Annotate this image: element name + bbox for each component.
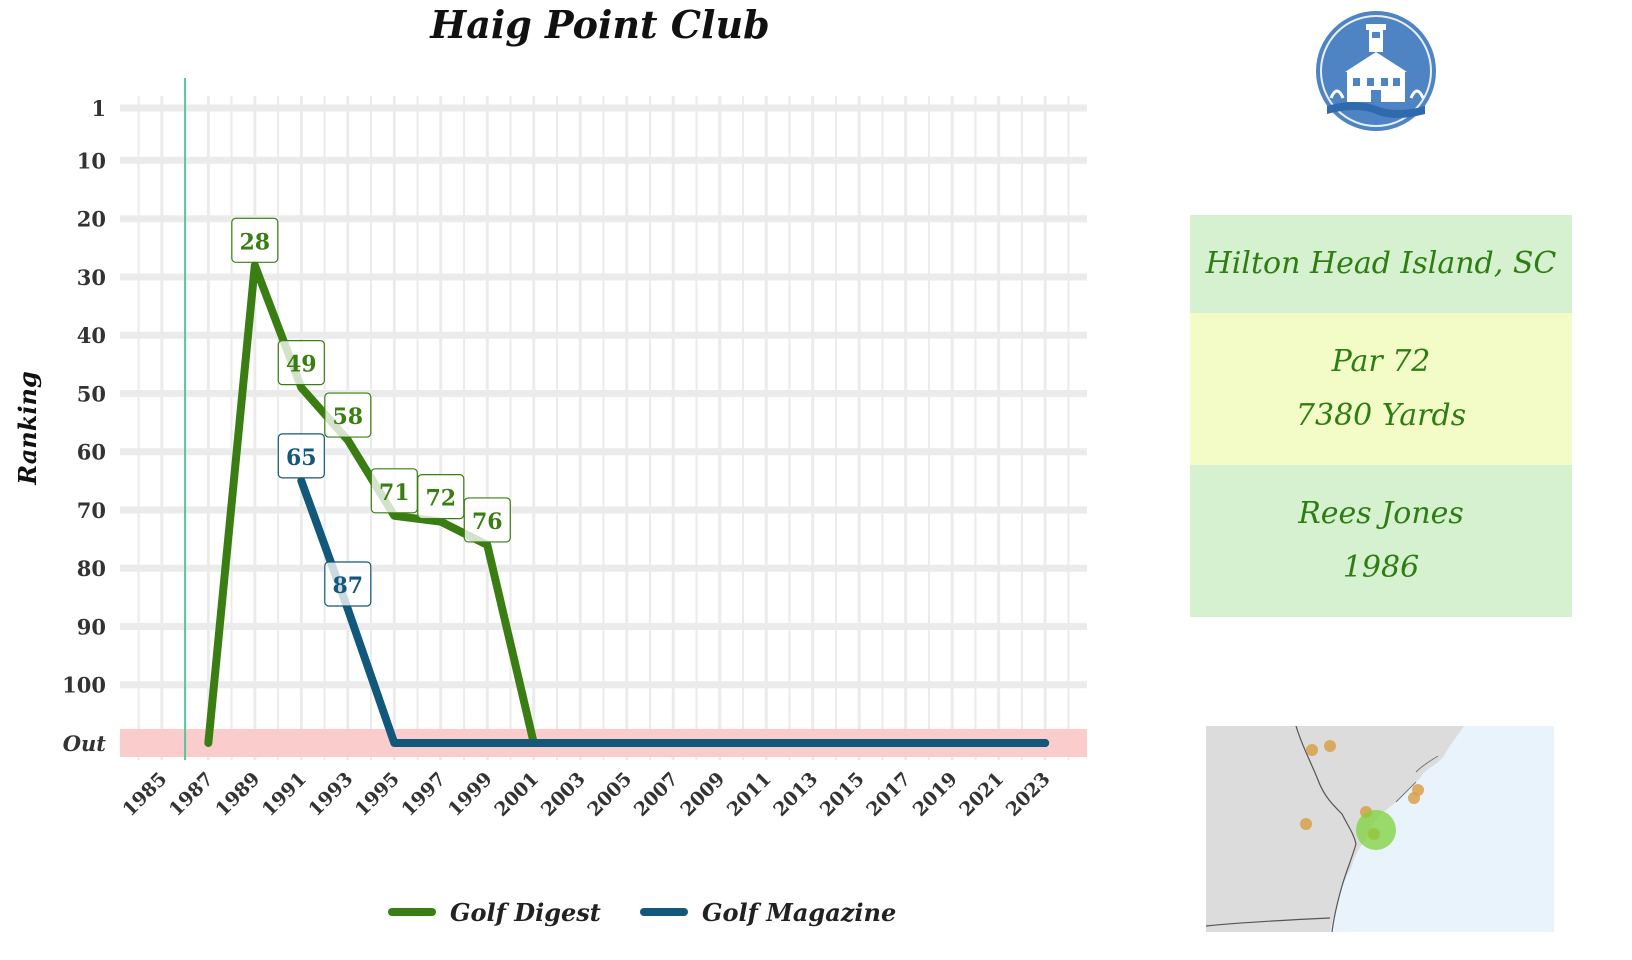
x-tick-label: 1993 — [304, 768, 357, 821]
data-label: 58 — [332, 404, 363, 430]
architect-text: Rees Jones — [1298, 496, 1464, 531]
data-label-box — [231, 217, 279, 263]
x-tick-label: 2023 — [1002, 768, 1055, 821]
y-tick-label: 80 — [77, 556, 106, 581]
course-info-panel: Hilton Head Island, SC Par 72 7380 Yards… — [1190, 215, 1572, 617]
data-label-box — [277, 433, 325, 479]
y-tick-label: 1 — [91, 96, 106, 121]
y-tick-label: 40 — [77, 323, 106, 348]
y-axis-title: Ranking — [13, 371, 42, 485]
x-tick-label: 1989 — [211, 768, 264, 821]
y-tick-label: 10 — [77, 148, 106, 173]
x-tick-label: 1987 — [165, 768, 218, 821]
x-tick-label: 2017 — [862, 768, 915, 821]
ranking-chart: Ranking 28 49 58 71 72 76 65 87 1 10 20 30 40 50 60 70… — [13, 78, 1087, 927]
data-label: 49 — [286, 352, 317, 378]
x-tick-label: 2001 — [490, 768, 543, 821]
x-tick-label: 2011 — [723, 768, 776, 821]
x-tick-label: 2021 — [955, 768, 1008, 821]
y-tick-label: 90 — [77, 614, 106, 639]
legend-label: Golf Digest — [450, 898, 601, 927]
y-tick-label: 50 — [77, 381, 106, 406]
architect-box: Rees Jones 1986 — [1190, 465, 1572, 617]
yardage-text: 7380 Yards — [1295, 398, 1467, 433]
data-label: 87 — [332, 573, 363, 599]
y-tick-label: 20 — [77, 207, 106, 232]
y-tick-label: 70 — [77, 498, 106, 523]
course-stats-box: Par 72 7380 Yards — [1190, 313, 1572, 465]
x-tick-label: 2009 — [676, 768, 729, 821]
par-text: Par 72 — [1331, 344, 1431, 379]
data-label: 71 — [379, 480, 410, 506]
x-tick-label: 2015 — [816, 768, 869, 821]
legend-label: Golf Magazine — [702, 898, 896, 927]
data-label: 28 — [240, 229, 271, 255]
x-tick-label: 2003 — [537, 768, 590, 821]
club-logo-icon — [1316, 11, 1436, 131]
y-tick-label: Out — [63, 731, 107, 756]
location-text: Hilton Head Island, SC — [1205, 246, 1557, 281]
data-label-box — [277, 340, 325, 386]
x-tick-label: 2019 — [909, 768, 962, 821]
data-label-box — [463, 497, 511, 543]
data-label: 76 — [472, 509, 503, 535]
location-map-icon — [1206, 726, 1554, 932]
x-tick-label: 2013 — [769, 768, 822, 821]
data-label-box — [324, 561, 372, 607]
x-tick-label: 1999 — [444, 768, 497, 821]
data-label-box — [324, 392, 372, 438]
year-text: 1986 — [1342, 550, 1420, 585]
x-tick-label: 2007 — [630, 768, 683, 821]
data-label-box — [417, 474, 465, 520]
series-line-golf-magazine — [297, 476, 1050, 747]
x-tick-label: 1997 — [397, 768, 450, 821]
location-box: Hilton Head Island, SC — [1190, 215, 1572, 313]
x-tick-label: 2005 — [583, 768, 636, 821]
data-label: 72 — [425, 486, 456, 512]
series-line-golf-digest — [204, 261, 1050, 747]
chart-title: Haig Point Club — [430, 2, 770, 47]
x-tick-label: 1985 — [118, 768, 171, 821]
y-tick-label: 60 — [77, 440, 106, 465]
x-tick-label: 1991 — [258, 768, 311, 821]
y-tick-label: 100 — [62, 673, 106, 698]
y-tick-label: 30 — [77, 265, 106, 290]
data-label: 65 — [286, 445, 317, 471]
x-tick-label: 1995 — [351, 768, 404, 821]
